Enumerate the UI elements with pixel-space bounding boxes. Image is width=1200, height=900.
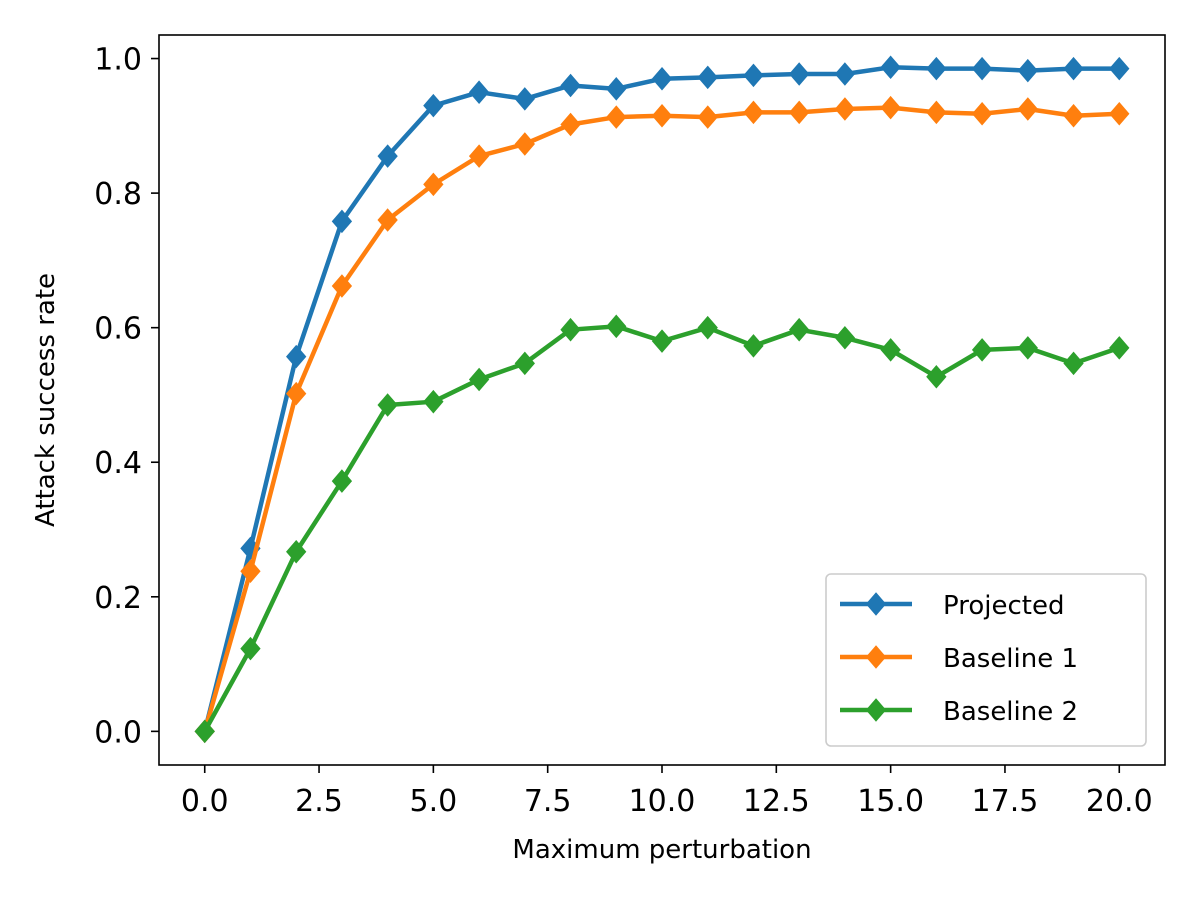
data-point [789, 100, 810, 125]
legend: Projected Baseline 1 Baseline 2 [825, 573, 1147, 747]
legend-box [825, 573, 1147, 747]
data-point [468, 144, 490, 168]
data-point [1109, 56, 1130, 81]
data-point [606, 77, 627, 101]
x-axis-label: Maximum perturbation [512, 835, 811, 865]
data-point [423, 389, 444, 414]
legend-label: Baseline 2 [943, 697, 1078, 727]
data-point [514, 351, 535, 376]
x-tick-label: 20.0 [1086, 784, 1153, 819]
series-layer [194, 55, 1130, 744]
y-tick-label: 0.4 [94, 446, 142, 481]
data-point [651, 329, 673, 353]
data-point [1109, 101, 1130, 126]
series-baseline-2 [194, 314, 1130, 744]
data-point [1017, 97, 1038, 121]
data-point [240, 636, 261, 661]
legend-item: Baseline 1 [840, 644, 1078, 674]
data-point [971, 56, 993, 81]
legend-item: Baseline 2 [840, 697, 1078, 727]
data-point [514, 132, 535, 156]
y-tick-label: 1.0 [94, 43, 142, 78]
legend-item: Projected [840, 591, 1064, 621]
data-point [1063, 351, 1084, 376]
data-point [606, 314, 627, 339]
y-axis-label: Attack success rate [31, 273, 61, 527]
data-point [697, 65, 718, 90]
x-tick-label: 2.5 [295, 784, 343, 819]
data-point [926, 365, 947, 389]
y-tick-label: 0.6 [94, 312, 142, 347]
data-point [743, 100, 764, 125]
data-point [377, 144, 398, 168]
data-point [560, 73, 581, 98]
data-point [194, 719, 215, 744]
data-point [286, 344, 307, 369]
data-point [880, 338, 901, 362]
data-point [880, 95, 901, 120]
data-point [926, 100, 947, 125]
data-point [1017, 58, 1038, 83]
x-tick-label: 17.5 [972, 784, 1039, 819]
data-point [377, 208, 398, 232]
data-point [377, 393, 398, 417]
data-point [423, 93, 444, 118]
data-point [834, 326, 856, 350]
data-point [1063, 56, 1084, 81]
legend-marker [865, 645, 887, 669]
data-point [1063, 103, 1084, 128]
data-point [1109, 336, 1130, 360]
y-axis: 0.0 0.2 0.4 0.6 0.8 1.0 [94, 43, 159, 750]
x-tick-label: 12.5 [743, 784, 810, 819]
data-point [331, 209, 353, 234]
x-tick-label: 10.0 [629, 784, 696, 819]
series-baseline-1 [194, 95, 1130, 744]
y-tick-label: 0.2 [94, 581, 142, 616]
data-point [560, 317, 581, 342]
data-point [789, 62, 810, 86]
data-point [834, 62, 856, 86]
data-point [880, 55, 901, 80]
data-point [468, 80, 490, 104]
y-tick-label: 0.8 [94, 177, 142, 212]
data-point [560, 112, 581, 137]
data-point [743, 334, 764, 358]
data-point [331, 274, 353, 298]
data-point [926, 56, 947, 81]
legend-label: Projected [943, 591, 1064, 621]
data-point [468, 367, 490, 392]
data-point [971, 101, 993, 126]
data-point [286, 381, 307, 406]
legend-label: Baseline 1 [943, 644, 1078, 674]
data-point [697, 315, 718, 340]
data-point [331, 469, 353, 493]
data-point [514, 87, 535, 111]
data-point [606, 105, 627, 129]
x-tick-label: 15.0 [857, 784, 924, 819]
data-point [651, 103, 673, 128]
x-tick-label: 0.0 [181, 784, 229, 819]
data-point [286, 539, 307, 564]
y-tick-label: 0.0 [94, 715, 142, 750]
data-point [971, 338, 993, 362]
x-tick-label: 5.0 [410, 784, 458, 819]
data-point [1017, 336, 1038, 360]
data-point [743, 63, 764, 88]
data-point [834, 97, 856, 121]
legend-marker [865, 698, 887, 722]
data-point [240, 559, 261, 583]
legend-marker [865, 592, 887, 616]
data-point [789, 317, 810, 342]
x-tick-label: 7.5 [524, 784, 572, 819]
data-point [423, 172, 444, 197]
data-point [651, 66, 673, 91]
data-point [697, 105, 718, 129]
x-axis: 0.0 2.5 5.0 7.5 10.0 12.5 15.0 17.5 20.0 [181, 765, 1153, 819]
